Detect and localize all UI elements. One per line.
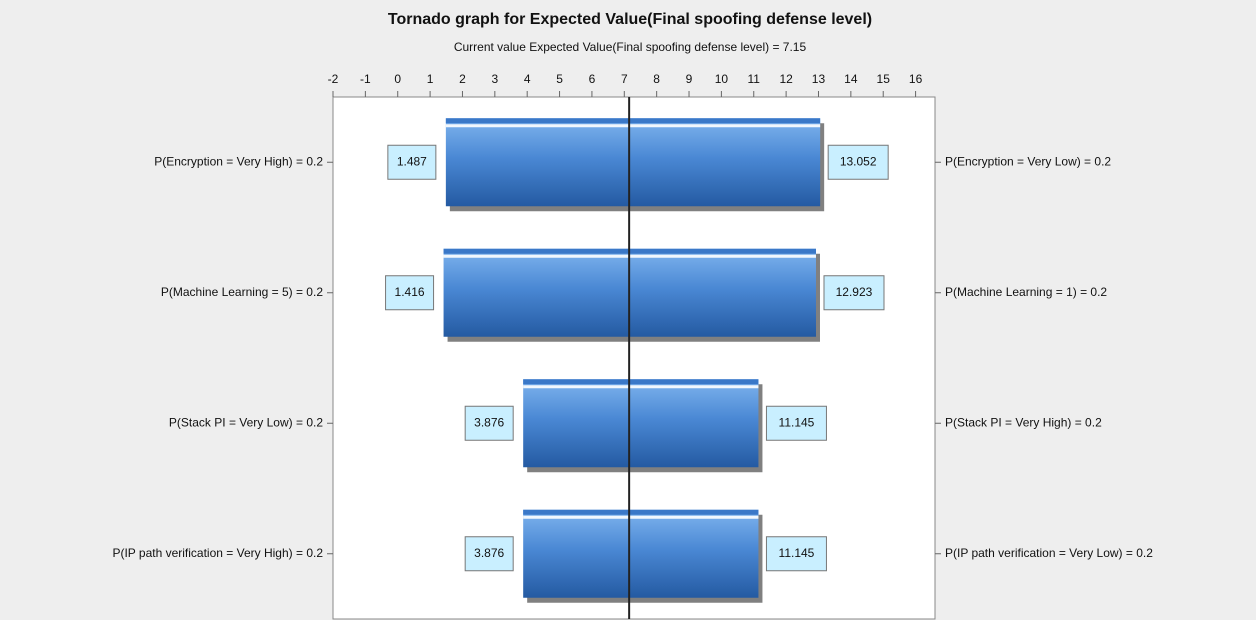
x-tick-label: 1 [427, 72, 434, 86]
x-tick-label: 11 [748, 72, 761, 86]
bar-top [523, 379, 759, 385]
value-label: 12.923 [836, 285, 873, 299]
bar-top [445, 118, 821, 124]
value-label: 1.416 [395, 285, 425, 299]
value-label: 11.145 [779, 415, 815, 429]
x-tick-label: 4 [524, 72, 531, 86]
left-label: P(Encryption = Very High) = 0.2 [154, 154, 323, 168]
x-tick-label: 9 [686, 72, 693, 86]
chart-title: Tornado graph for Expected Value(Final s… [388, 11, 872, 28]
value-box [385, 275, 435, 311]
x-tick-label: 8 [653, 72, 660, 86]
left-label: P(Machine Learning = 5) = 0.2 [161, 285, 323, 299]
bar [523, 379, 759, 468]
value-box [827, 144, 889, 180]
value-box [765, 405, 827, 441]
x-tick-label: 15 [877, 72, 891, 86]
value-label: 13.052 [840, 154, 877, 168]
bar-highlight [523, 385, 759, 389]
right-label: P(Stack PI = Very High) = 0.2 [945, 415, 1102, 429]
x-tick-label: 14 [844, 72, 858, 86]
x-tick-label: 6 [589, 72, 596, 86]
x-tick-label: 7 [621, 72, 628, 86]
left-label: P(IP path verification = Very High) = 0.… [112, 546, 323, 560]
x-tick-label: 0 [394, 72, 401, 86]
value-label: 1.487 [397, 154, 427, 168]
value-box [464, 536, 514, 572]
value-box [464, 405, 514, 441]
right-label: P(IP path verification = Very Low) = 0.2 [945, 546, 1153, 560]
value-label: 11.145 [779, 546, 815, 560]
bar-highlight [523, 515, 759, 519]
x-tick-label: -1 [360, 72, 371, 86]
x-tick-label: 10 [715, 72, 729, 86]
left-label: P(Stack PI = Very Low) = 0.2 [169, 415, 323, 429]
x-tick-label: 5 [556, 72, 563, 86]
x-tick-label: -2 [328, 72, 339, 86]
x-tick-label: 16 [909, 72, 923, 86]
x-tick-label: 3 [491, 72, 498, 86]
bar-top [523, 509, 759, 515]
bar-highlight [445, 124, 821, 128]
bar [523, 509, 759, 598]
value-label: 3.876 [474, 415, 504, 429]
x-tick-label: 13 [812, 72, 826, 86]
value-box [823, 275, 885, 311]
value-box [765, 536, 827, 572]
right-label: P(Machine Learning = 1) = 0.2 [945, 285, 1107, 299]
chart-subtitle: Current value Expected Value(Final spoof… [454, 40, 807, 54]
x-tick-label: 2 [459, 72, 466, 86]
x-tick-label: 12 [779, 72, 793, 86]
bar [445, 118, 821, 207]
value-label: 3.876 [474, 546, 504, 560]
right-label: P(Encryption = Very Low) = 0.2 [945, 154, 1111, 168]
value-box [387, 144, 437, 180]
